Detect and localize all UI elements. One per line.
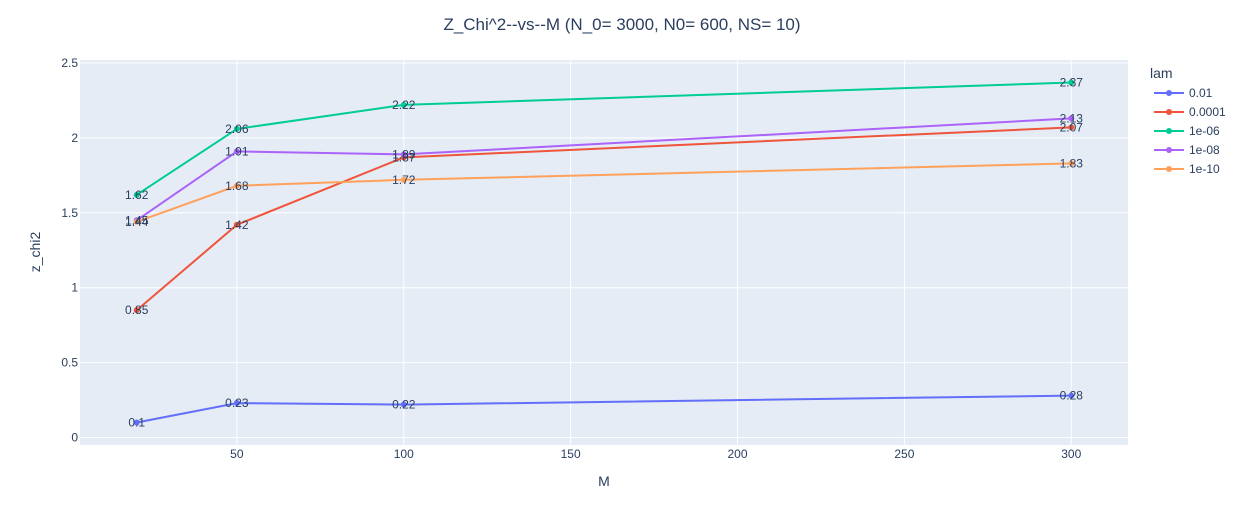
series-line (136, 117, 1072, 222)
x-tick-label: 150 (561, 447, 581, 461)
legend-label: 1e-08 (1189, 143, 1220, 157)
legend-item[interactable]: 1e-06 (1154, 124, 1220, 138)
series-2 (133, 79, 1075, 198)
legend-swatch-marker (1166, 90, 1172, 96)
y-tick-label: 1 (71, 281, 78, 295)
data-point (1068, 115, 1075, 122)
y-axis-title: z_chi2 (27, 232, 43, 273)
series-layer (133, 79, 1075, 426)
data-label: 1.62 (125, 188, 149, 202)
legend-label: 0.0001 (1189, 105, 1226, 119)
data-labels: 0.1 0.23 0.22 0.28 0.85 1.42 1.87 2.07 1.62 2.06 2… (125, 75, 1083, 429)
data-label: 2.22 (392, 98, 416, 112)
legend-item[interactable]: 0.0001 (1154, 105, 1226, 119)
legend-item[interactable]: 1e-10 (1154, 162, 1220, 176)
data-point (1068, 160, 1075, 167)
data-label: 2.07 (1060, 120, 1084, 134)
y-axis-ticks: 0 0.5 1 1.5 2 2.5 (61, 56, 78, 445)
series-line (136, 126, 1072, 311)
y-tick-label: 0.5 (61, 356, 78, 370)
data-label: 0.1 (128, 416, 145, 430)
y-tick-label: 0 (71, 431, 78, 445)
series-1 (133, 124, 1075, 314)
x-tick-label: 200 (727, 447, 747, 461)
data-label: 2.13 (1060, 111, 1084, 125)
x-tick-label: 300 (1061, 447, 1081, 461)
data-point (400, 101, 407, 108)
legend-label: 1e-10 (1189, 162, 1220, 176)
legend-label: 1e-06 (1189, 124, 1220, 138)
x-tick-label: 50 (230, 447, 244, 461)
gridlines (80, 60, 1128, 445)
series-4 (133, 160, 1075, 225)
legend-swatch-marker (1166, 109, 1172, 115)
data-label: 1.42 (225, 218, 249, 232)
data-label: 0.28 (1060, 389, 1084, 403)
data-point (233, 182, 240, 189)
data-label: 0.85 (125, 303, 149, 317)
x-tick-label: 250 (894, 447, 914, 461)
legend-swatch-marker (1166, 128, 1172, 134)
series-line (136, 394, 1072, 424)
x-tick-label: 100 (394, 447, 414, 461)
data-point (133, 191, 140, 198)
chart-title: Z_Chi^2--vs--M (N_0= 3000, N0= 600, NS= … (443, 15, 800, 34)
data-label: 0.23 (225, 396, 249, 410)
x-axis-ticks: 50 100 150 200 250 300 (230, 447, 1081, 461)
series-line (136, 81, 1072, 196)
legend-swatch-marker (1166, 147, 1172, 153)
data-label: 1.83 (1060, 156, 1084, 170)
legend-title: lam (1150, 65, 1173, 81)
data-point (1068, 124, 1075, 131)
data-point (1068, 79, 1075, 86)
y-tick-label: 1.5 (61, 206, 78, 220)
data-point (233, 148, 240, 155)
y-tick-label: 2.5 (61, 56, 78, 70)
legend-item[interactable]: 1e-08 (1154, 143, 1220, 157)
data-label: 1.72 (392, 173, 416, 187)
data-point (133, 218, 140, 225)
data-point (1068, 392, 1075, 399)
data-label: 1.91 (225, 144, 249, 158)
data-point (133, 419, 140, 426)
data-label: 0.22 (392, 398, 416, 412)
data-label: 1.89 (392, 147, 416, 161)
data-label: 1.44 (125, 215, 149, 229)
legend-label: 0.01 (1189, 86, 1213, 100)
data-label: 1.87 (392, 150, 416, 164)
legend-item[interactable]: 0.01 (1154, 86, 1213, 100)
data-label: 1.68 (225, 179, 249, 193)
series-0 (133, 392, 1075, 426)
data-point (400, 176, 407, 183)
series-line (136, 162, 1072, 223)
data-point (233, 400, 240, 407)
legend: lam 0.01 0.0001 1e-06 1e-08 1e-10 (1150, 65, 1226, 176)
data-point (400, 151, 407, 158)
data-point (233, 125, 240, 132)
data-label: 1.45 (125, 213, 149, 227)
data-point (400, 401, 407, 408)
x-axis-title: M (598, 473, 610, 489)
data-point (233, 221, 240, 228)
data-label: 2.37 (1060, 75, 1084, 89)
data-point (133, 307, 140, 314)
data-label: 2.06 (225, 122, 249, 136)
y-tick-label: 2 (71, 131, 78, 145)
legend-swatch-marker (1166, 166, 1172, 172)
